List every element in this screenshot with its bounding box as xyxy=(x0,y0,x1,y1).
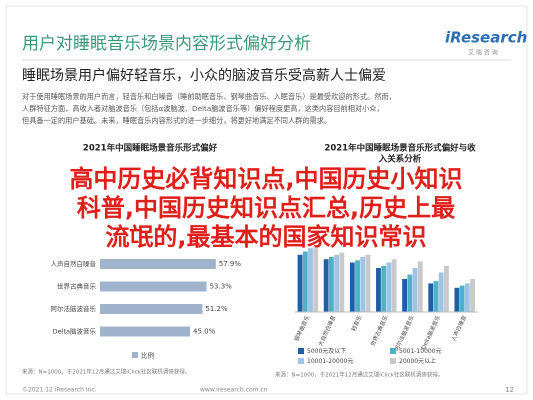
legend-label: 5001-10000元 xyxy=(399,348,442,355)
bar xyxy=(470,279,475,312)
legend-swatch xyxy=(132,352,138,358)
bar xyxy=(355,260,360,312)
overlay-line: 高中历史必背知识点,中国历史小知识 xyxy=(69,165,462,193)
bar xyxy=(308,248,313,312)
bar xyxy=(365,254,371,312)
y-tick-label: 世界古典音乐 xyxy=(57,282,97,291)
chart-title: 入关系分析 xyxy=(378,154,422,165)
overlay-line: 流氓的,最基本的国家知识常识 xyxy=(105,223,426,251)
legend-swatch xyxy=(390,348,396,354)
footer-page: 12 xyxy=(505,386,514,394)
y-tick-label: Delta脑波音乐 xyxy=(53,327,97,336)
bar xyxy=(100,281,207,292)
data-label: 53.3% xyxy=(210,283,233,291)
legend-label: 10001-20000元 xyxy=(307,358,353,365)
bar xyxy=(339,252,345,312)
chart-title: 2021年中国睡眠场景音乐形式偏好 xyxy=(83,143,218,154)
legend-label: 比例 xyxy=(141,351,154,360)
bar xyxy=(360,257,366,312)
legend-label: 5000元及以下 xyxy=(307,348,346,355)
bar xyxy=(100,304,203,314)
overlay: 高中历史必背知识点,中国历史小知识科普,中国历史知识点汇总,历史上最流氓的,最基… xyxy=(69,164,463,251)
bar xyxy=(438,272,444,312)
source: 来源：N=1000，于2021年12月通过艾瑞iClick社区联机调研获得。 xyxy=(275,371,443,379)
bar xyxy=(386,262,392,312)
y-tick-label: 人声自然白噪音 xyxy=(51,259,97,268)
bar xyxy=(100,259,216,269)
body-line: 对于使用睡眠场景的用户而言，轻音乐和白噪音（睡前助眠音乐、钢琴曲音乐、入眠音乐）… xyxy=(22,92,396,101)
logo: iResearch xyxy=(445,29,527,47)
bar xyxy=(381,265,387,312)
logo-sub: 艾 瑞 咨 询 xyxy=(468,49,498,57)
footer-copyright: ©2021.12 iResearch Inc. xyxy=(22,387,97,394)
bar xyxy=(328,257,334,312)
chart-title: 2021年中国睡眠场景音乐形式偏好与收 xyxy=(324,143,476,154)
data-label: 57.9% xyxy=(219,260,242,268)
data-label: 45.0% xyxy=(193,328,216,336)
bar xyxy=(349,262,355,312)
bar xyxy=(454,287,460,312)
body-line: 但具备一定的用户基础。未来，睡眠音乐内容形式的进一步细分，将更好地满足不同人群的… xyxy=(22,116,331,125)
bar xyxy=(412,268,418,312)
bar xyxy=(334,254,340,312)
legend-label: 20000元以上 xyxy=(399,357,436,365)
bar xyxy=(428,283,434,312)
bar xyxy=(444,265,449,312)
overlay-line: 科普,中国历史知识点汇总,历史上最 xyxy=(77,194,456,222)
body-text: 对于使用睡眠场景的用户而言，轻音乐和白噪音（睡前助眠音乐、钢琴曲音乐、入眠音乐）… xyxy=(22,92,396,125)
bar xyxy=(402,279,408,312)
page-border xyxy=(5,5,528,395)
y-tick-label: 阿尔法脑波音乐 xyxy=(51,304,97,313)
bar xyxy=(376,268,381,312)
bar xyxy=(407,274,413,312)
source: 来源：N=1000，于2021年12月通过艾瑞iClick社区联机调研获得。 xyxy=(22,368,190,376)
bar xyxy=(100,326,190,337)
legend-swatch xyxy=(298,358,304,364)
bar xyxy=(297,254,303,312)
bar xyxy=(459,285,465,312)
bar xyxy=(464,283,470,312)
subtitle: 睡眠场景用户偏好轻音乐，小众的脑波音乐受高薪人士偏爱 xyxy=(22,67,386,84)
bar xyxy=(391,259,397,312)
legend-swatch xyxy=(390,358,396,364)
data-label: 51.2% xyxy=(205,305,228,313)
bar xyxy=(302,251,308,312)
bar xyxy=(417,261,423,312)
legend-swatch xyxy=(298,348,304,354)
bar xyxy=(313,246,319,312)
title: 用户对睡眠音乐场景内容形式偏好分析 xyxy=(22,34,311,54)
bar xyxy=(323,259,329,312)
bar xyxy=(433,281,439,312)
footer-url: www.iresearch.com.cn xyxy=(200,387,268,394)
body-line: 人群特征方面，高收入者对脑波音乐（包括α波脑波、Delta脑波音乐等）偏好程度更… xyxy=(22,104,384,113)
